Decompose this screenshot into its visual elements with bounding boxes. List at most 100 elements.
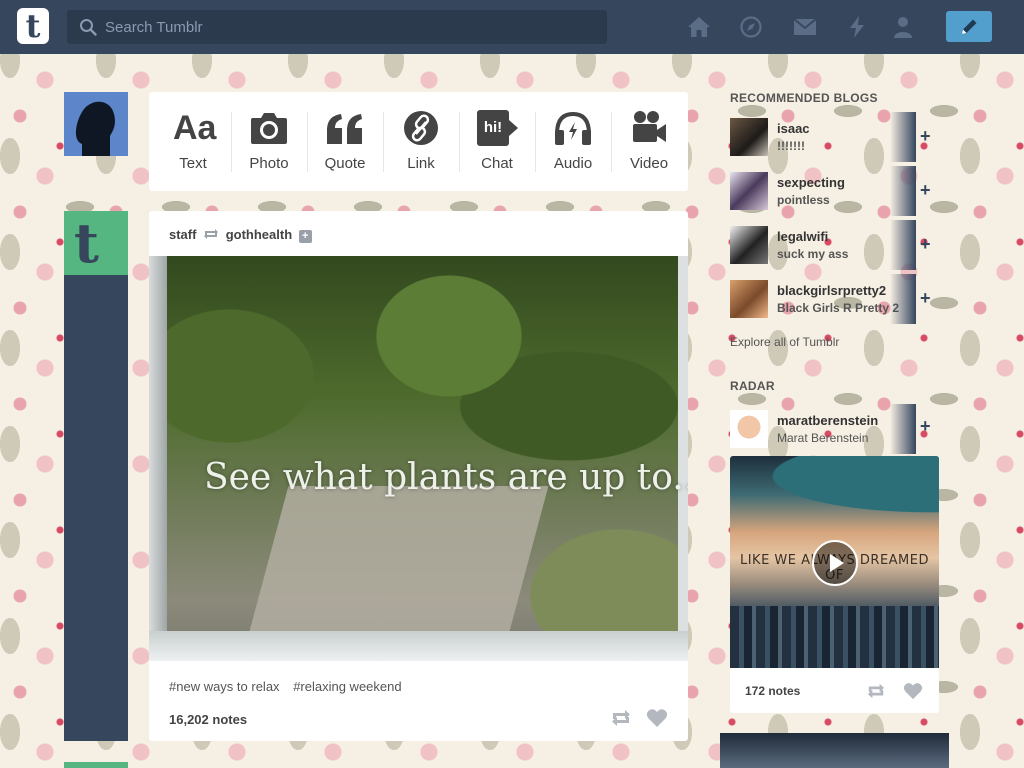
post-photo[interactable]: See what plants are up to... <box>149 256 688 661</box>
staff-avatar[interactable]: t <box>64 211 128 275</box>
play-icon[interactable] <box>812 540 858 586</box>
blog-avatar <box>730 226 768 264</box>
user-avatar[interactable] <box>64 92 128 156</box>
recommended-blog-row[interactable]: sexpecting pointless <box>730 166 916 216</box>
post-audio-label: Audio <box>553 155 593 172</box>
photo-window-frame <box>149 256 167 661</box>
blog-name: isaac <box>777 121 810 136</box>
post-link-label: Link <box>407 155 435 172</box>
post-header: staff gothhealth + <box>169 227 312 243</box>
dashboard-post: staff gothhealth + See what plants are u… <box>149 211 688 741</box>
radar-blog-row[interactable]: maratberenstein Marat Berenstein <box>730 404 916 454</box>
chat-icon-label: hi! <box>477 110 509 146</box>
post-author-link[interactable]: staff <box>169 227 197 242</box>
quote-icon <box>327 114 362 144</box>
blog-name: legalwifi <box>777 229 829 244</box>
recommended-blog-row[interactable]: blackgirlsrpretty2 Black Girls R Pretty … <box>730 274 916 324</box>
reblog-icon[interactable] <box>610 708 632 728</box>
blog-title: !!!!!!! <box>777 139 805 153</box>
follow-blog-plus-icon[interactable]: + <box>920 288 931 308</box>
post-quote-button[interactable]: Quote <box>307 92 383 191</box>
divider <box>231 112 232 172</box>
follow-plus-icon[interactable]: + <box>298 230 312 243</box>
photo-walkway <box>249 486 549 631</box>
sidebar-next-card[interactable] <box>720 733 949 768</box>
photo-window-frame <box>149 631 688 661</box>
headphones-icon <box>555 111 591 145</box>
explore-icon[interactable] <box>739 16 763 38</box>
blog-header-fade <box>890 112 916 162</box>
post-chat-button[interactable]: hi! Chat <box>459 92 535 191</box>
radar-blog-avatar <box>730 410 768 448</box>
blog-avatar <box>730 118 768 156</box>
reblogged-from-link[interactable]: gothhealth <box>225 227 293 242</box>
follow-radar-plus-icon[interactable]: + <box>920 416 931 436</box>
next-post-avatar[interactable] <box>64 762 128 768</box>
silhouette-icon <box>75 101 115 156</box>
blog-title: pointless <box>777 193 830 207</box>
account-icon[interactable] <box>891 16 915 38</box>
blog-avatar <box>730 172 768 210</box>
text-icon: Aa <box>173 109 217 147</box>
activity-icon[interactable] <box>845 16 869 38</box>
tag-link[interactable]: #new ways to relax <box>169 679 280 694</box>
radar-notes-count[interactable]: 172 notes <box>745 684 801 698</box>
divider <box>383 112 384 172</box>
reblog-small-icon <box>204 229 219 239</box>
radar-title: RADAR <box>730 379 775 393</box>
dashboard-left-rail <box>64 211 128 741</box>
follow-blog-plus-icon[interactable]: + <box>920 126 931 146</box>
divider <box>459 112 460 172</box>
divider <box>611 112 612 172</box>
city-skyline <box>730 606 939 668</box>
recommended-blog-row[interactable]: legalwifi suck my ass <box>730 220 916 270</box>
blog-name: sexpecting <box>777 175 845 190</box>
blog-header-fade <box>890 404 916 454</box>
radar-blog-title: Marat Berenstein <box>777 431 869 445</box>
blog-title: Black Girls R Pretty 2 <box>777 301 900 315</box>
post-tags: #new ways to relax #relaxing weekend <box>169 679 412 694</box>
search-bar[interactable] <box>67 10 607 44</box>
radar-blog-name: maratberenstein <box>777 413 879 428</box>
pencil-icon <box>962 19 977 34</box>
post-text-button[interactable]: Aa Text <box>155 92 231 191</box>
search-icon <box>80 19 97 36</box>
divider <box>535 112 536 172</box>
post-video-button[interactable]: Video <box>611 92 687 191</box>
tumblr-logo[interactable]: t <box>17 8 49 44</box>
compose-button[interactable] <box>946 11 992 42</box>
post-photo-label: Photo <box>249 155 289 172</box>
top-navigation-bar: t <box>0 0 1024 54</box>
follow-blog-plus-icon[interactable]: + <box>920 234 931 254</box>
link-icon <box>404 111 438 145</box>
post-chat-label: Chat <box>481 155 513 172</box>
follow-blog-plus-icon[interactable]: + <box>920 180 931 200</box>
blog-header-fade <box>890 274 916 324</box>
post-photo-button[interactable]: Photo <box>231 92 307 191</box>
blog-title: suck my ass <box>777 247 849 261</box>
radar-post-image[interactable]: LIKE WE ALWAYS DREAMED OF <box>730 456 939 668</box>
heart-icon[interactable] <box>903 682 923 700</box>
search-input[interactable] <box>105 10 595 44</box>
chat-icon-tail <box>509 120 518 136</box>
explore-all-link[interactable]: Explore all of Tumblr <box>730 335 840 349</box>
inbox-icon[interactable] <box>793 16 817 38</box>
radar-post-card: LIKE WE ALWAYS DREAMED OF 172 notes <box>730 456 939 713</box>
post-link-button[interactable]: Link <box>383 92 459 191</box>
home-icon[interactable] <box>687 16 711 38</box>
post-video-label: Video <box>629 155 669 172</box>
tag-link[interactable]: #relaxing weekend <box>293 679 402 694</box>
post-notes-count[interactable]: 16,202 notes <box>169 712 248 727</box>
post-type-bar: Aa Text Photo Quote Link hi! Chat <box>149 92 688 191</box>
chat-icon: hi! <box>477 110 518 146</box>
recommended-blog-row[interactable]: isaac !!!!!!! <box>730 112 916 162</box>
post-audio-button[interactable]: Audio <box>535 92 611 191</box>
divider <box>307 112 308 172</box>
heart-icon[interactable] <box>646 708 668 728</box>
post-quote-label: Quote <box>324 155 366 172</box>
blog-avatar <box>730 280 768 318</box>
staff-avatar-glyph: t <box>74 211 99 275</box>
blog-header-fade <box>890 166 916 216</box>
reblog-icon[interactable] <box>866 682 886 700</box>
post-text-label: Text <box>179 155 207 172</box>
